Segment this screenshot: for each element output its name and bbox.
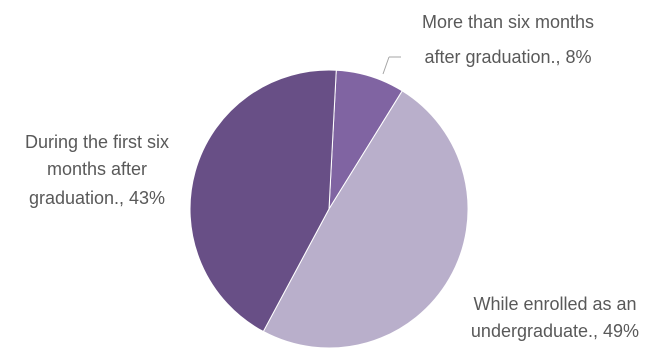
slice-label-more-than-six-months: More than six months after graduation., … — [422, 12, 594, 67]
slice-label-line: While enrolled as an — [473, 294, 636, 314]
svg-text:after graduation., 8%: after graduation., 8% — [424, 47, 591, 67]
svg-text:During the first six: During the first six — [25, 132, 169, 152]
slice-label-line: During the first six — [25, 132, 169, 152]
pie-slices — [189, 69, 469, 348]
svg-text:While enrolled as an: While enrolled as an — [473, 294, 636, 314]
leader-line-more-than-six-months — [382, 56, 390, 75]
svg-text:months after: months after — [47, 159, 147, 179]
slice-during-first-six-months — [189, 69, 337, 333]
slice-label-line: months after — [47, 159, 147, 179]
svg-text:graduation., 43%: graduation., 43% — [29, 188, 165, 208]
slice-label-line: undergraduate., 49% — [471, 321, 639, 341]
svg-text:undergraduate., 49%: undergraduate., 49% — [471, 321, 639, 341]
slice-label-line: graduation., 43% — [29, 188, 165, 208]
svg-text:More than six months: More than six months — [422, 12, 594, 32]
slice-label-line: More than six months — [422, 12, 594, 32]
slice-label-while-enrolled: While enrolled as an undergraduate., 49% — [471, 294, 639, 341]
slice-label-during-first-six-months: During the first six months after gradua… — [25, 132, 169, 208]
slice-label-line: after graduation., 8% — [424, 47, 591, 67]
